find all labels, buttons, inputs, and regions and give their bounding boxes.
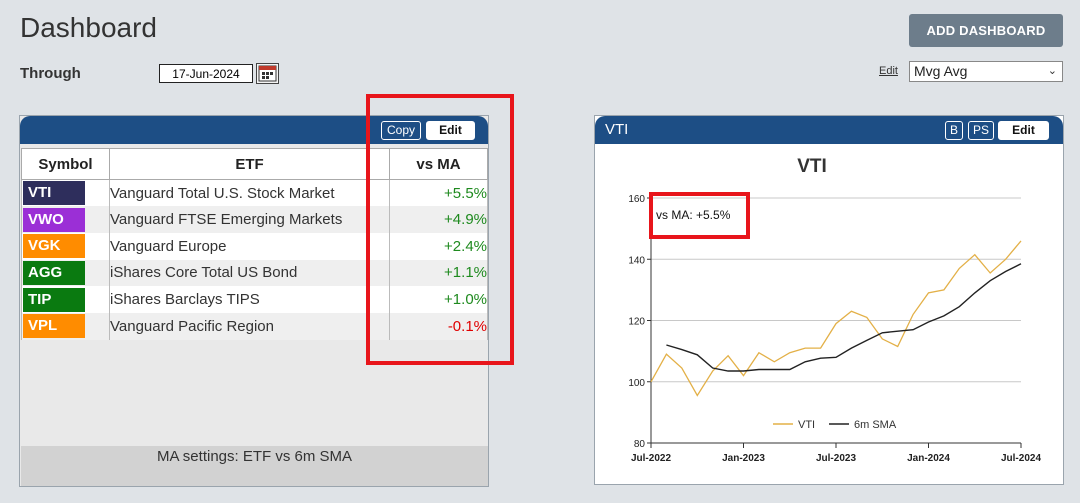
symbol-badge[interactable]: VPL xyxy=(23,314,85,339)
y-tick-label: 100 xyxy=(628,378,645,389)
x-tick-label: Jul-2022 xyxy=(631,453,671,464)
etf-table: Symbol ETF vs MA VTI Vanguard Total U.S. … xyxy=(21,148,488,340)
etf-table-panel: Copy Edit Symbol ETF vs MA VTI Vanguard T… xyxy=(19,115,489,487)
add-dashboard-button[interactable]: ADD DASHBOARD xyxy=(909,14,1063,47)
x-tick-label: Jan-2023 xyxy=(722,453,765,464)
legend-label: VTI xyxy=(798,419,815,431)
table-row[interactable]: VTI Vanguard Total U.S. Stock Market +5.5% xyxy=(21,179,488,207)
y-tick-label: 80 xyxy=(634,439,646,450)
symbol-badge[interactable]: VWO xyxy=(23,207,85,232)
symbol-badge[interactable]: VGK xyxy=(23,234,85,259)
symbol-cell[interactable]: VGK xyxy=(21,232,110,260)
view-select[interactable]: Mvg Avg ⌄ xyxy=(909,61,1063,82)
table-row[interactable]: VGK Vanguard Europe +2.4% xyxy=(21,232,488,260)
etf-name-cell: Vanguard FTSE Emerging Markets xyxy=(109,206,390,233)
y-tick-label: 120 xyxy=(628,317,645,328)
y-tick-label: 160 xyxy=(628,194,645,205)
edit-table-button[interactable]: Edit xyxy=(426,121,475,140)
vs-ma-cell: -0.1% xyxy=(389,312,488,340)
etf-panel-header: Copy Edit xyxy=(20,116,488,144)
ps-button[interactable]: PS xyxy=(968,121,995,140)
col-header-symbol[interactable]: Symbol xyxy=(21,148,110,180)
annotation-highlight-box xyxy=(649,192,750,239)
view-select-value: Mvg Avg xyxy=(914,63,968,79)
series-line-6m-sma xyxy=(666,263,1022,372)
edit-chart-button[interactable]: Edit xyxy=(998,121,1049,140)
b-button[interactable]: B xyxy=(945,121,964,140)
x-tick-label: Jul-2023 xyxy=(816,453,856,464)
etf-name-cell: iShares Barclays TIPS xyxy=(109,286,390,313)
edit-view-link[interactable]: Edit xyxy=(879,65,898,77)
vs-ma-cell: +1.1% xyxy=(389,259,488,287)
copy-button[interactable]: Copy xyxy=(381,121,422,140)
etf-name-cell: Vanguard Total U.S. Stock Market xyxy=(109,179,390,207)
symbol-cell[interactable]: VWO xyxy=(21,206,110,233)
legend-label: 6m SMA xyxy=(854,419,897,431)
symbol-badge[interactable]: VTI xyxy=(23,181,85,206)
series-line-vti xyxy=(650,240,1022,397)
ma-settings-text: MA settings: ETF vs 6m SMA xyxy=(21,446,488,486)
etf-name-cell: iShares Core Total US Bond xyxy=(109,259,390,287)
symbol-cell[interactable]: AGG xyxy=(21,259,110,287)
vs-ma-cell: +2.4% xyxy=(389,232,488,260)
x-tick-label: Jan-2024 xyxy=(907,453,950,464)
col-header-vs-ma[interactable]: vs MA xyxy=(389,148,488,180)
table-row[interactable]: VPL Vanguard Pacific Region -0.1% xyxy=(21,312,488,340)
chart-title: VTI xyxy=(797,156,827,177)
table-row[interactable]: AGG iShares Core Total US Bond +1.1% xyxy=(21,259,488,287)
etf-name-cell: Vanguard Europe xyxy=(109,232,390,260)
through-date-input[interactable] xyxy=(159,64,253,83)
calendar-icon[interactable] xyxy=(256,63,279,84)
table-row[interactable]: VWO Vanguard FTSE Emerging Markets +4.9% xyxy=(21,206,488,233)
symbol-cell[interactable]: VPL xyxy=(21,312,110,340)
chart-panel-header: VTI B PS Edit xyxy=(595,116,1063,144)
x-tick-label: Jul-2024 xyxy=(1001,453,1041,464)
vs-ma-cell: +4.9% xyxy=(389,206,488,233)
symbol-badge[interactable]: TIP xyxy=(23,287,85,312)
vti-chart: VTI 80 100 120 140 160 Jul-2022 Jan-2023 Jul-20… xyxy=(628,156,1041,464)
through-label: Through xyxy=(20,65,81,82)
y-tick-label: 140 xyxy=(628,255,645,266)
chevron-down-icon: ⌄ xyxy=(1047,65,1057,77)
chart-panel-title: VTI xyxy=(605,121,629,138)
chart-panel: VTI B PS Edit VTI 80 100 120 140 160 Jul-2022… xyxy=(594,115,1064,485)
page-title: Dashboard xyxy=(20,12,157,43)
chart-annotation: vs MA: +5.5% xyxy=(656,208,731,222)
col-header-etf[interactable]: ETF xyxy=(109,148,390,180)
vs-ma-cell: +1.0% xyxy=(389,286,488,313)
symbol-badge[interactable]: AGG xyxy=(23,260,85,285)
table-row[interactable]: TIP iShares Barclays TIPS +1.0% xyxy=(21,286,488,313)
etf-name-cell: Vanguard Pacific Region xyxy=(109,312,390,340)
symbol-cell[interactable]: TIP xyxy=(21,286,110,313)
vs-ma-cell: +5.5% xyxy=(389,179,488,207)
symbol-cell[interactable]: VTI xyxy=(21,179,110,207)
